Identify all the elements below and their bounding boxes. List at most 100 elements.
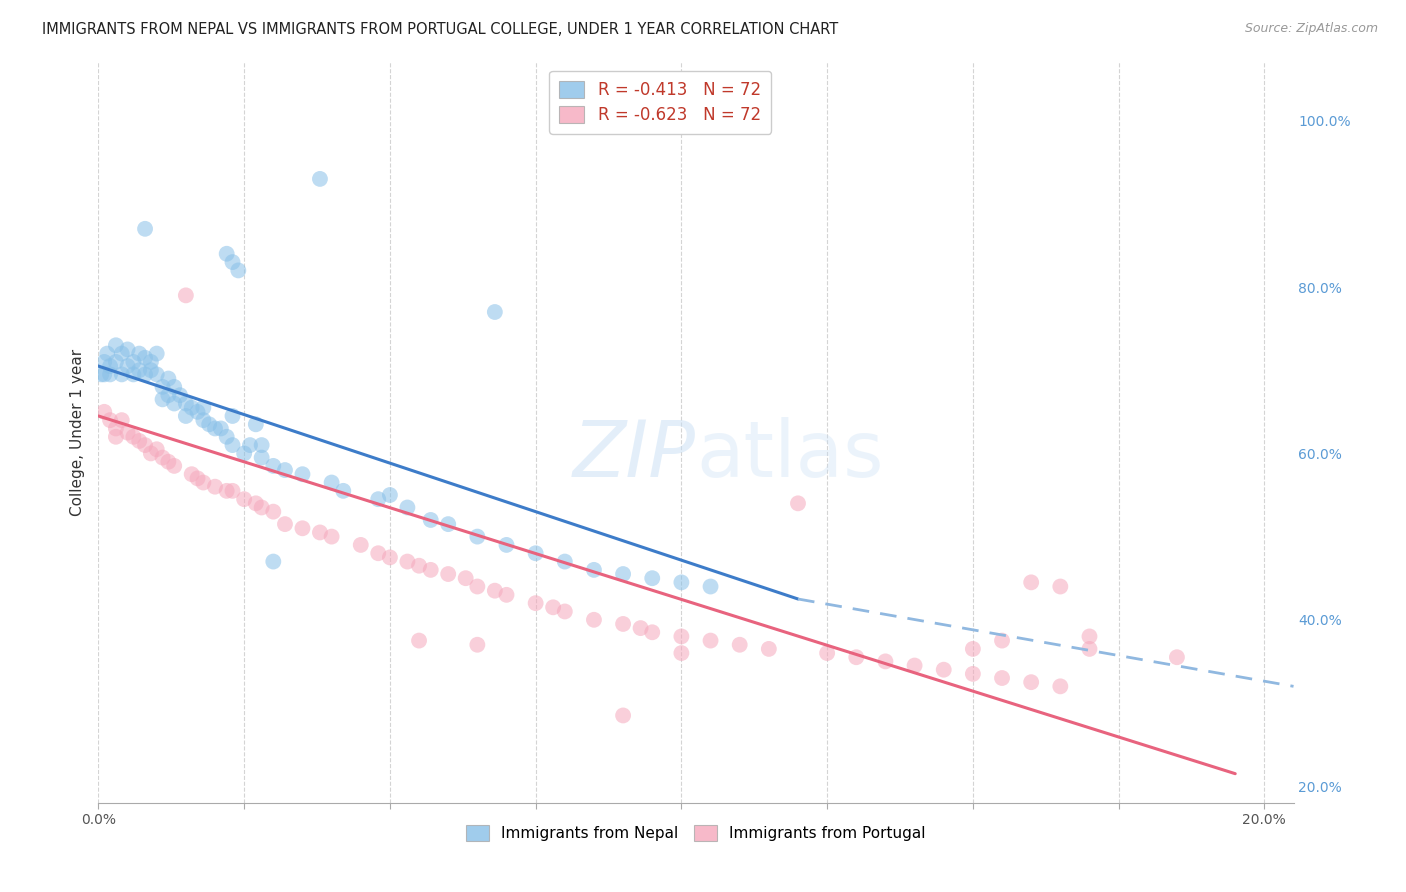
Point xyxy=(484,583,506,598)
Point xyxy=(239,438,262,452)
Point xyxy=(612,616,634,631)
Point xyxy=(221,438,243,452)
Point xyxy=(1019,575,1042,590)
Point xyxy=(467,638,489,652)
Point xyxy=(728,638,751,652)
Point xyxy=(122,368,145,382)
Point xyxy=(262,505,284,519)
Point xyxy=(128,346,150,360)
Point xyxy=(815,646,838,660)
Point xyxy=(758,641,780,656)
Point xyxy=(262,458,284,473)
Point xyxy=(233,446,256,460)
Point xyxy=(467,530,489,544)
Point xyxy=(309,172,332,186)
Point xyxy=(93,405,115,419)
Point xyxy=(204,421,226,435)
Point xyxy=(554,605,576,619)
Point xyxy=(378,488,401,502)
Point xyxy=(117,425,139,440)
Point xyxy=(612,567,634,582)
Point xyxy=(98,413,121,427)
Point xyxy=(139,355,162,369)
Point xyxy=(122,430,145,444)
Point xyxy=(437,517,460,532)
Point xyxy=(845,650,868,665)
Point xyxy=(1049,679,1071,693)
Point xyxy=(262,555,284,569)
Point xyxy=(111,413,134,427)
Point xyxy=(96,346,118,360)
Point xyxy=(321,530,343,544)
Point xyxy=(152,450,174,465)
Point xyxy=(233,492,256,507)
Point xyxy=(962,666,984,681)
Point xyxy=(163,396,186,410)
Point xyxy=(291,467,314,482)
Point xyxy=(408,633,430,648)
Point xyxy=(630,621,652,635)
Point xyxy=(169,388,191,402)
Point xyxy=(111,346,134,360)
Point xyxy=(245,417,267,432)
Point xyxy=(396,500,419,515)
Point xyxy=(408,558,430,573)
Point xyxy=(495,538,517,552)
Point xyxy=(495,588,517,602)
Point xyxy=(274,517,297,532)
Point xyxy=(875,654,897,668)
Point xyxy=(378,550,401,565)
Point xyxy=(1078,629,1101,643)
Point xyxy=(250,438,273,452)
Point xyxy=(215,430,238,444)
Point xyxy=(671,629,693,643)
Point xyxy=(134,351,156,365)
Point xyxy=(104,430,127,444)
Point xyxy=(93,368,115,382)
Point xyxy=(991,671,1014,685)
Point xyxy=(396,555,419,569)
Point xyxy=(174,396,197,410)
Point xyxy=(104,338,127,352)
Point xyxy=(991,633,1014,648)
Point xyxy=(350,538,373,552)
Point xyxy=(221,409,243,423)
Point xyxy=(332,483,354,498)
Point xyxy=(228,263,250,277)
Text: atlas: atlas xyxy=(696,417,883,493)
Point xyxy=(111,368,134,382)
Point xyxy=(671,575,693,590)
Point xyxy=(157,388,180,402)
Point xyxy=(180,401,202,415)
Point xyxy=(152,380,174,394)
Point xyxy=(128,363,150,377)
Point xyxy=(541,600,564,615)
Point xyxy=(250,450,273,465)
Point xyxy=(104,355,127,369)
Point xyxy=(134,368,156,382)
Point xyxy=(437,567,460,582)
Point xyxy=(145,346,167,360)
Point xyxy=(117,359,139,373)
Point xyxy=(163,380,186,394)
Point xyxy=(1166,650,1188,665)
Point xyxy=(467,580,489,594)
Legend: Immigrants from Nepal, Immigrants from Portugal: Immigrants from Nepal, Immigrants from P… xyxy=(460,819,932,847)
Point xyxy=(582,613,605,627)
Point xyxy=(367,492,389,507)
Point xyxy=(419,513,441,527)
Point xyxy=(215,483,238,498)
Point xyxy=(174,409,197,423)
Point xyxy=(221,255,243,269)
Point xyxy=(139,363,162,377)
Point xyxy=(193,413,215,427)
Point xyxy=(157,455,180,469)
Point xyxy=(157,371,180,385)
Point xyxy=(641,625,664,640)
Point xyxy=(245,496,267,510)
Point xyxy=(221,483,243,498)
Point xyxy=(1078,641,1101,656)
Point xyxy=(612,708,634,723)
Point xyxy=(145,368,167,382)
Point xyxy=(524,546,547,560)
